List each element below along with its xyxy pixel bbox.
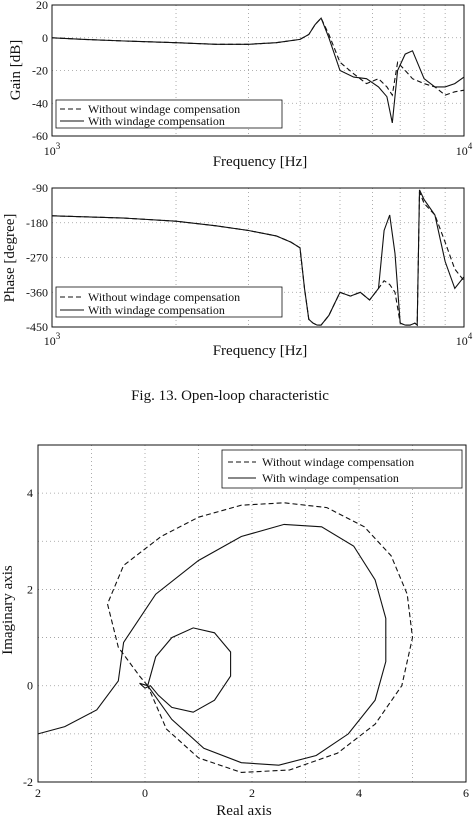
phase-y-axis-label: Phase [degree] — [2, 214, 18, 303]
phase-xtick-0: 103 — [44, 331, 61, 348]
gain-ytick-label: -40 — [32, 96, 48, 110]
nyquist-series-without-windage — [106, 502, 414, 773]
nyquist-x-axis-label: Real axis — [216, 803, 272, 819]
phase-ytick-label: -180 — [26, 216, 48, 230]
phase-y-ticks: -90 -180 -270 -360 -450 — [26, 181, 48, 334]
nyquist-ytick-label: 4 — [27, 486, 33, 500]
nyquist-series-with-windage — [37, 523, 387, 766]
gain-legend-label-with: With windage compensation — [88, 114, 225, 128]
gain-y-axis-label: Gain [dB] — [8, 40, 24, 100]
gain-ytick-label: 20 — [36, 0, 48, 12]
gain-xtick-0: 103 — [44, 141, 61, 158]
phase-xtick-1: 104 — [456, 331, 473, 348]
nyquist-legend-box — [221, 449, 463, 489]
nyquist-xtick-label: 0 — [142, 786, 148, 800]
nyquist-ytick-label: -2 — [23, 775, 33, 789]
nyquist-ytick-label: 2 — [27, 582, 33, 596]
gain-lines — [51, 17, 465, 124]
gain-y-ticks: 20 0 -20 -40 -60 — [32, 0, 48, 143]
nyquist-ticks: 2 0 2 4 6 4 2 0 -2 — [23, 486, 469, 800]
phase-legend: Without windage compensation With windag… — [55, 286, 283, 318]
nyquist-lines — [37, 502, 414, 773]
nyquist-grid — [38, 445, 466, 782]
gain-legend-label-without: Without windage compensation — [88, 102, 240, 116]
phase-plot-frame — [51, 187, 465, 328]
phase-x-axis-label: Frequency [Hz] — [213, 343, 308, 359]
gain-ytick-label: -20 — [32, 64, 48, 78]
gain-xtick-1: 104 — [456, 141, 473, 158]
phase-ytick-label: -270 — [26, 251, 48, 265]
nyquist-legend: Without windage compensation With windag… — [221, 449, 463, 489]
phase-ytick-label: -360 — [26, 285, 48, 299]
nyquist-legend-label-without: Without windage compensation — [262, 455, 414, 469]
nyquist-y-axis-label: Imaginary axis — [0, 565, 16, 655]
phase-lines — [51, 189, 465, 327]
phase-ytick-label: -90 — [32, 181, 48, 195]
gain-ytick-label: -60 — [32, 129, 48, 143]
nyquist-xtick-label: 2 — [249, 786, 255, 800]
nyquist-ytick-label: 0 — [27, 679, 33, 693]
phase-legend-label-without: Without windage compensation — [88, 290, 240, 304]
phase-ytick-label: -450 — [26, 320, 48, 334]
phase-series-with-windage — [51, 189, 465, 327]
nyquist-xtick-label: 2 — [35, 786, 41, 800]
nyquist-xtick-label: 6 — [463, 786, 469, 800]
gain-series-without-windage — [51, 17, 465, 97]
gain-ytick-label: 0 — [42, 31, 48, 45]
gain-legend-box — [55, 99, 283, 129]
gain-legend: Without windage compensation With windag… — [55, 99, 283, 129]
gain-x-axis-label: Frequency [Hz] — [213, 154, 308, 170]
phase-legend-label-with: With windage compensation — [88, 303, 225, 317]
gain-series-with-windage — [51, 17, 465, 124]
figure-caption: Fig. 13. Open-loop characteristic — [131, 388, 329, 404]
nyquist-xtick-label: 4 — [356, 786, 362, 800]
gain-plot-frame — [51, 4, 465, 137]
nyquist-plot-frame — [37, 444, 467, 783]
phase-legend-box — [55, 286, 283, 318]
nyquist-legend-label-with: With windage compensation — [262, 471, 399, 485]
